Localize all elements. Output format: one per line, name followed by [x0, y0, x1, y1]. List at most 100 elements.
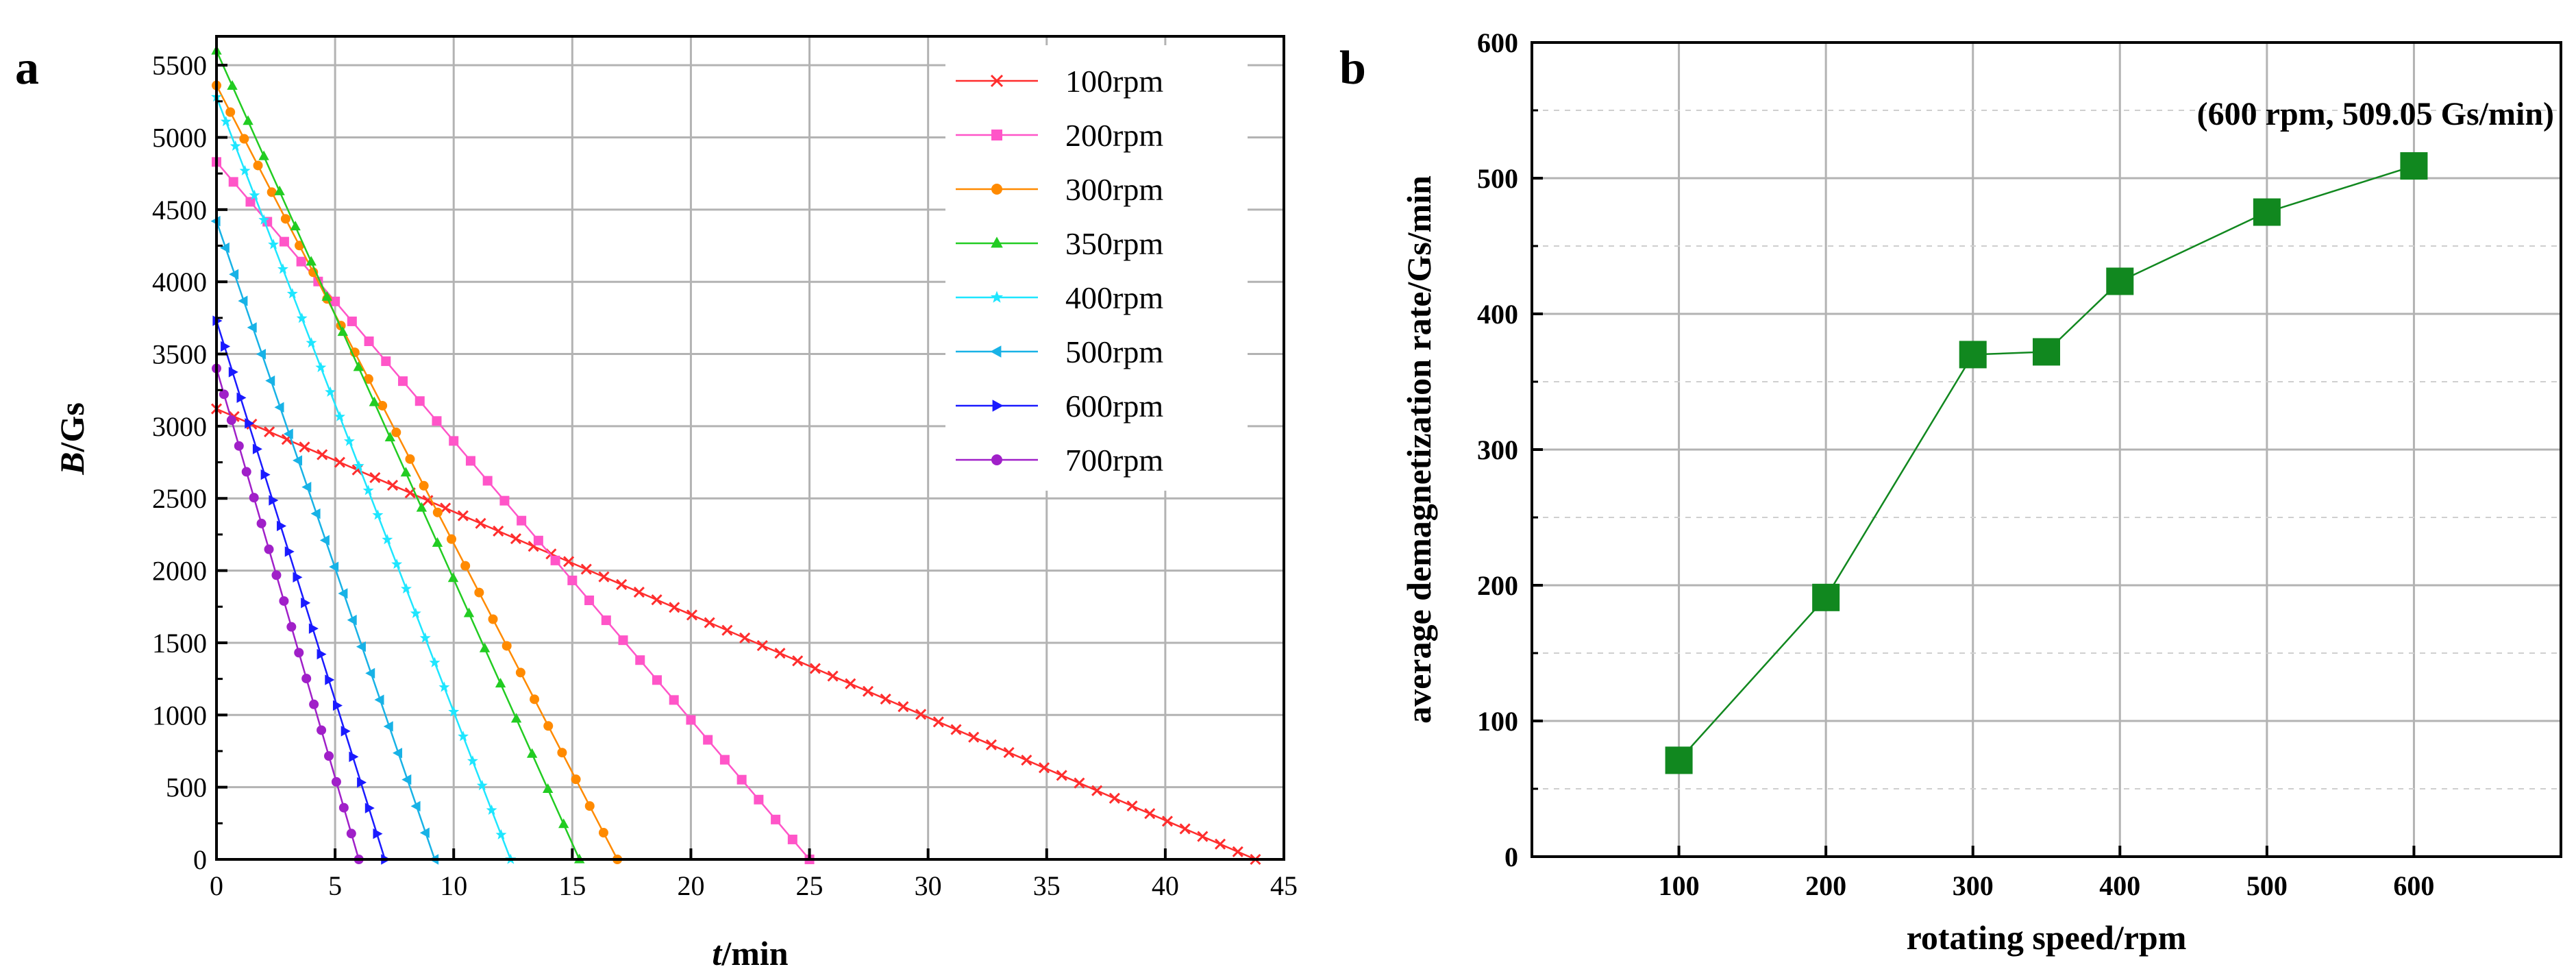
legend-marker-300rpm	[991, 184, 1002, 195]
data-point-350rpm	[510, 713, 522, 723]
data-point-600rpm	[236, 392, 247, 404]
data-point-100rpm	[1021, 755, 1032, 766]
data-point-400rpm	[334, 411, 345, 421]
data-point-100rpm	[1038, 762, 1050, 774]
data-point-350rpm	[258, 150, 269, 160]
chart-b-ytick-label: 400	[1477, 299, 1518, 330]
data-point-100rpm	[774, 648, 786, 659]
data-point-500rpm	[310, 508, 321, 519]
legend-label-350rpm: 350rpm	[1065, 226, 1163, 261]
data-point-100rpm	[686, 609, 698, 621]
data-point-400rpm	[382, 534, 393, 545]
chart-a-ytick-label: 5500	[152, 50, 207, 81]
chart-b-ytick-label: 300	[1477, 434, 1518, 465]
data-point-100rpm	[862, 685, 874, 697]
data-point-200rpm	[601, 615, 611, 626]
data-point-300rpm	[377, 400, 388, 411]
data-point-700rpm	[219, 389, 229, 400]
data-point-500rpm	[219, 242, 230, 254]
data-point-100rpm	[1109, 792, 1120, 804]
chart-b-grid	[1532, 42, 2561, 857]
chart-a-ylabel-unit: /Gs	[53, 402, 91, 452]
data-point-200rpm	[635, 655, 645, 665]
chart-a-ytick-label: 0	[193, 844, 207, 875]
data-point-300rpm	[280, 214, 290, 224]
legend-marker-400rpm	[990, 291, 1004, 303]
chart-b-ytick-label: 200	[1477, 570, 1518, 601]
data-point-200rpm	[550, 555, 560, 565]
data-point-600rpm	[269, 495, 279, 506]
data-point-100rpm	[616, 578, 628, 590]
data-point-100rpm	[334, 456, 345, 468]
data-point-500rpm	[265, 375, 275, 387]
chart-a-xtick-label: 20	[677, 870, 704, 901]
data-point-100rpm	[1161, 816, 1174, 827]
chart-a-ytick-label: 4500	[152, 195, 207, 225]
data-point-200rpm	[347, 316, 357, 326]
data-point-500rpm	[238, 295, 248, 306]
data-point-100rpm	[827, 670, 839, 682]
data-point-200rpm	[533, 535, 543, 546]
legend-marker-100rpm	[990, 74, 1004, 88]
chart-b: b 100 200 300 400 500 6000100200300400500600 …	[1339, 27, 2562, 957]
chart-a-ticks: 0 5 10 15 20 25 30 35 40 45 0 500 1000 1500 2000 2500 30…	[152, 50, 1298, 901]
data-point-200rpm	[584, 596, 595, 606]
data-point-500rpm	[256, 349, 266, 360]
data-point-700rpm	[271, 570, 282, 580]
chart-b-ylabel: average demagnetization rate/Gs/min	[1400, 175, 1438, 724]
chart-a-xtick-label: 40	[1152, 870, 1179, 901]
chart-a-ytick-label: 2000	[152, 556, 207, 587]
chart-a-xtick-label: 5	[328, 870, 342, 901]
data-point-500rpm	[274, 402, 284, 413]
chart-b-data-point	[2033, 338, 2060, 366]
chart-b-ytick-label: 500	[1477, 163, 1518, 194]
data-point-100rpm	[1179, 823, 1191, 835]
data-point-200rpm	[381, 356, 391, 367]
data-point-100rpm	[1197, 831, 1209, 842]
data-point-100rpm	[1056, 770, 1067, 781]
data-point-350rpm	[542, 783, 554, 793]
chart-a: a 0 5 10 15 20 25 30 35 40 45 0 500 1000 1500 2000 2500…	[15, 35, 1298, 972]
data-point-100rpm	[580, 563, 592, 575]
data-point-500rpm	[419, 827, 430, 838]
chart-b-data-point	[2106, 267, 2134, 295]
data-point-500rpm	[347, 615, 357, 626]
data-point-200rpm	[296, 256, 306, 267]
data-point-400rpm	[277, 263, 288, 274]
data-point-300rpm	[571, 774, 581, 785]
data-point-700rpm	[241, 467, 251, 477]
legend-label-700rpm: 700rpm	[1065, 443, 1163, 478]
chart-b-xtick-label: 100	[1659, 870, 1700, 901]
data-point-400rpm	[458, 731, 469, 742]
legend-label-300rpm: 300rpm	[1065, 172, 1163, 207]
data-point-350rpm	[337, 326, 348, 336]
chart-b-data-point	[1665, 746, 1693, 774]
chart-a-legend: 100rpm 200rpm 300rpm 350rpm 400rpm 500rpm 600r…	[945, 45, 1248, 491]
data-point-700rpm	[226, 415, 236, 426]
data-point-350rpm	[290, 221, 301, 231]
data-point-100rpm	[721, 624, 733, 636]
data-point-600rpm	[293, 572, 303, 583]
data-point-200rpm	[652, 675, 662, 685]
data-point-200rpm	[499, 495, 510, 506]
data-point-350rpm	[243, 115, 253, 125]
data-point-600rpm	[245, 418, 255, 429]
data-point-100rpm	[1214, 838, 1226, 850]
data-point-100rpm	[985, 739, 997, 750]
chart-a-xtick-label: 25	[796, 870, 823, 901]
chart-a-ytick-label: 5000	[152, 122, 207, 153]
data-point-400rpm	[495, 829, 507, 840]
data-point-400rpm	[476, 779, 488, 791]
chart-b-data-point	[1812, 583, 1840, 611]
data-point-100rpm	[510, 532, 522, 545]
data-point-600rpm	[357, 777, 367, 788]
chart-a-ytick-label: 2500	[152, 483, 207, 514]
data-point-700rpm	[234, 441, 244, 451]
chart-a-ylabel-var: B	[53, 452, 91, 475]
chart-b-xtick-label: 600	[2393, 870, 2434, 901]
data-point-400rpm	[401, 583, 412, 593]
data-point-300rpm	[515, 667, 525, 678]
legend-marker-700rpm	[991, 454, 1002, 465]
data-point-100rpm	[1126, 800, 1138, 812]
data-point-400rpm	[230, 140, 241, 151]
